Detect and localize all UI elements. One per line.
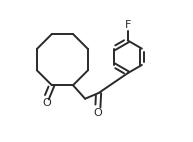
Text: F: F [124, 20, 131, 30]
Text: O: O [93, 108, 102, 118]
Text: O: O [42, 98, 51, 108]
